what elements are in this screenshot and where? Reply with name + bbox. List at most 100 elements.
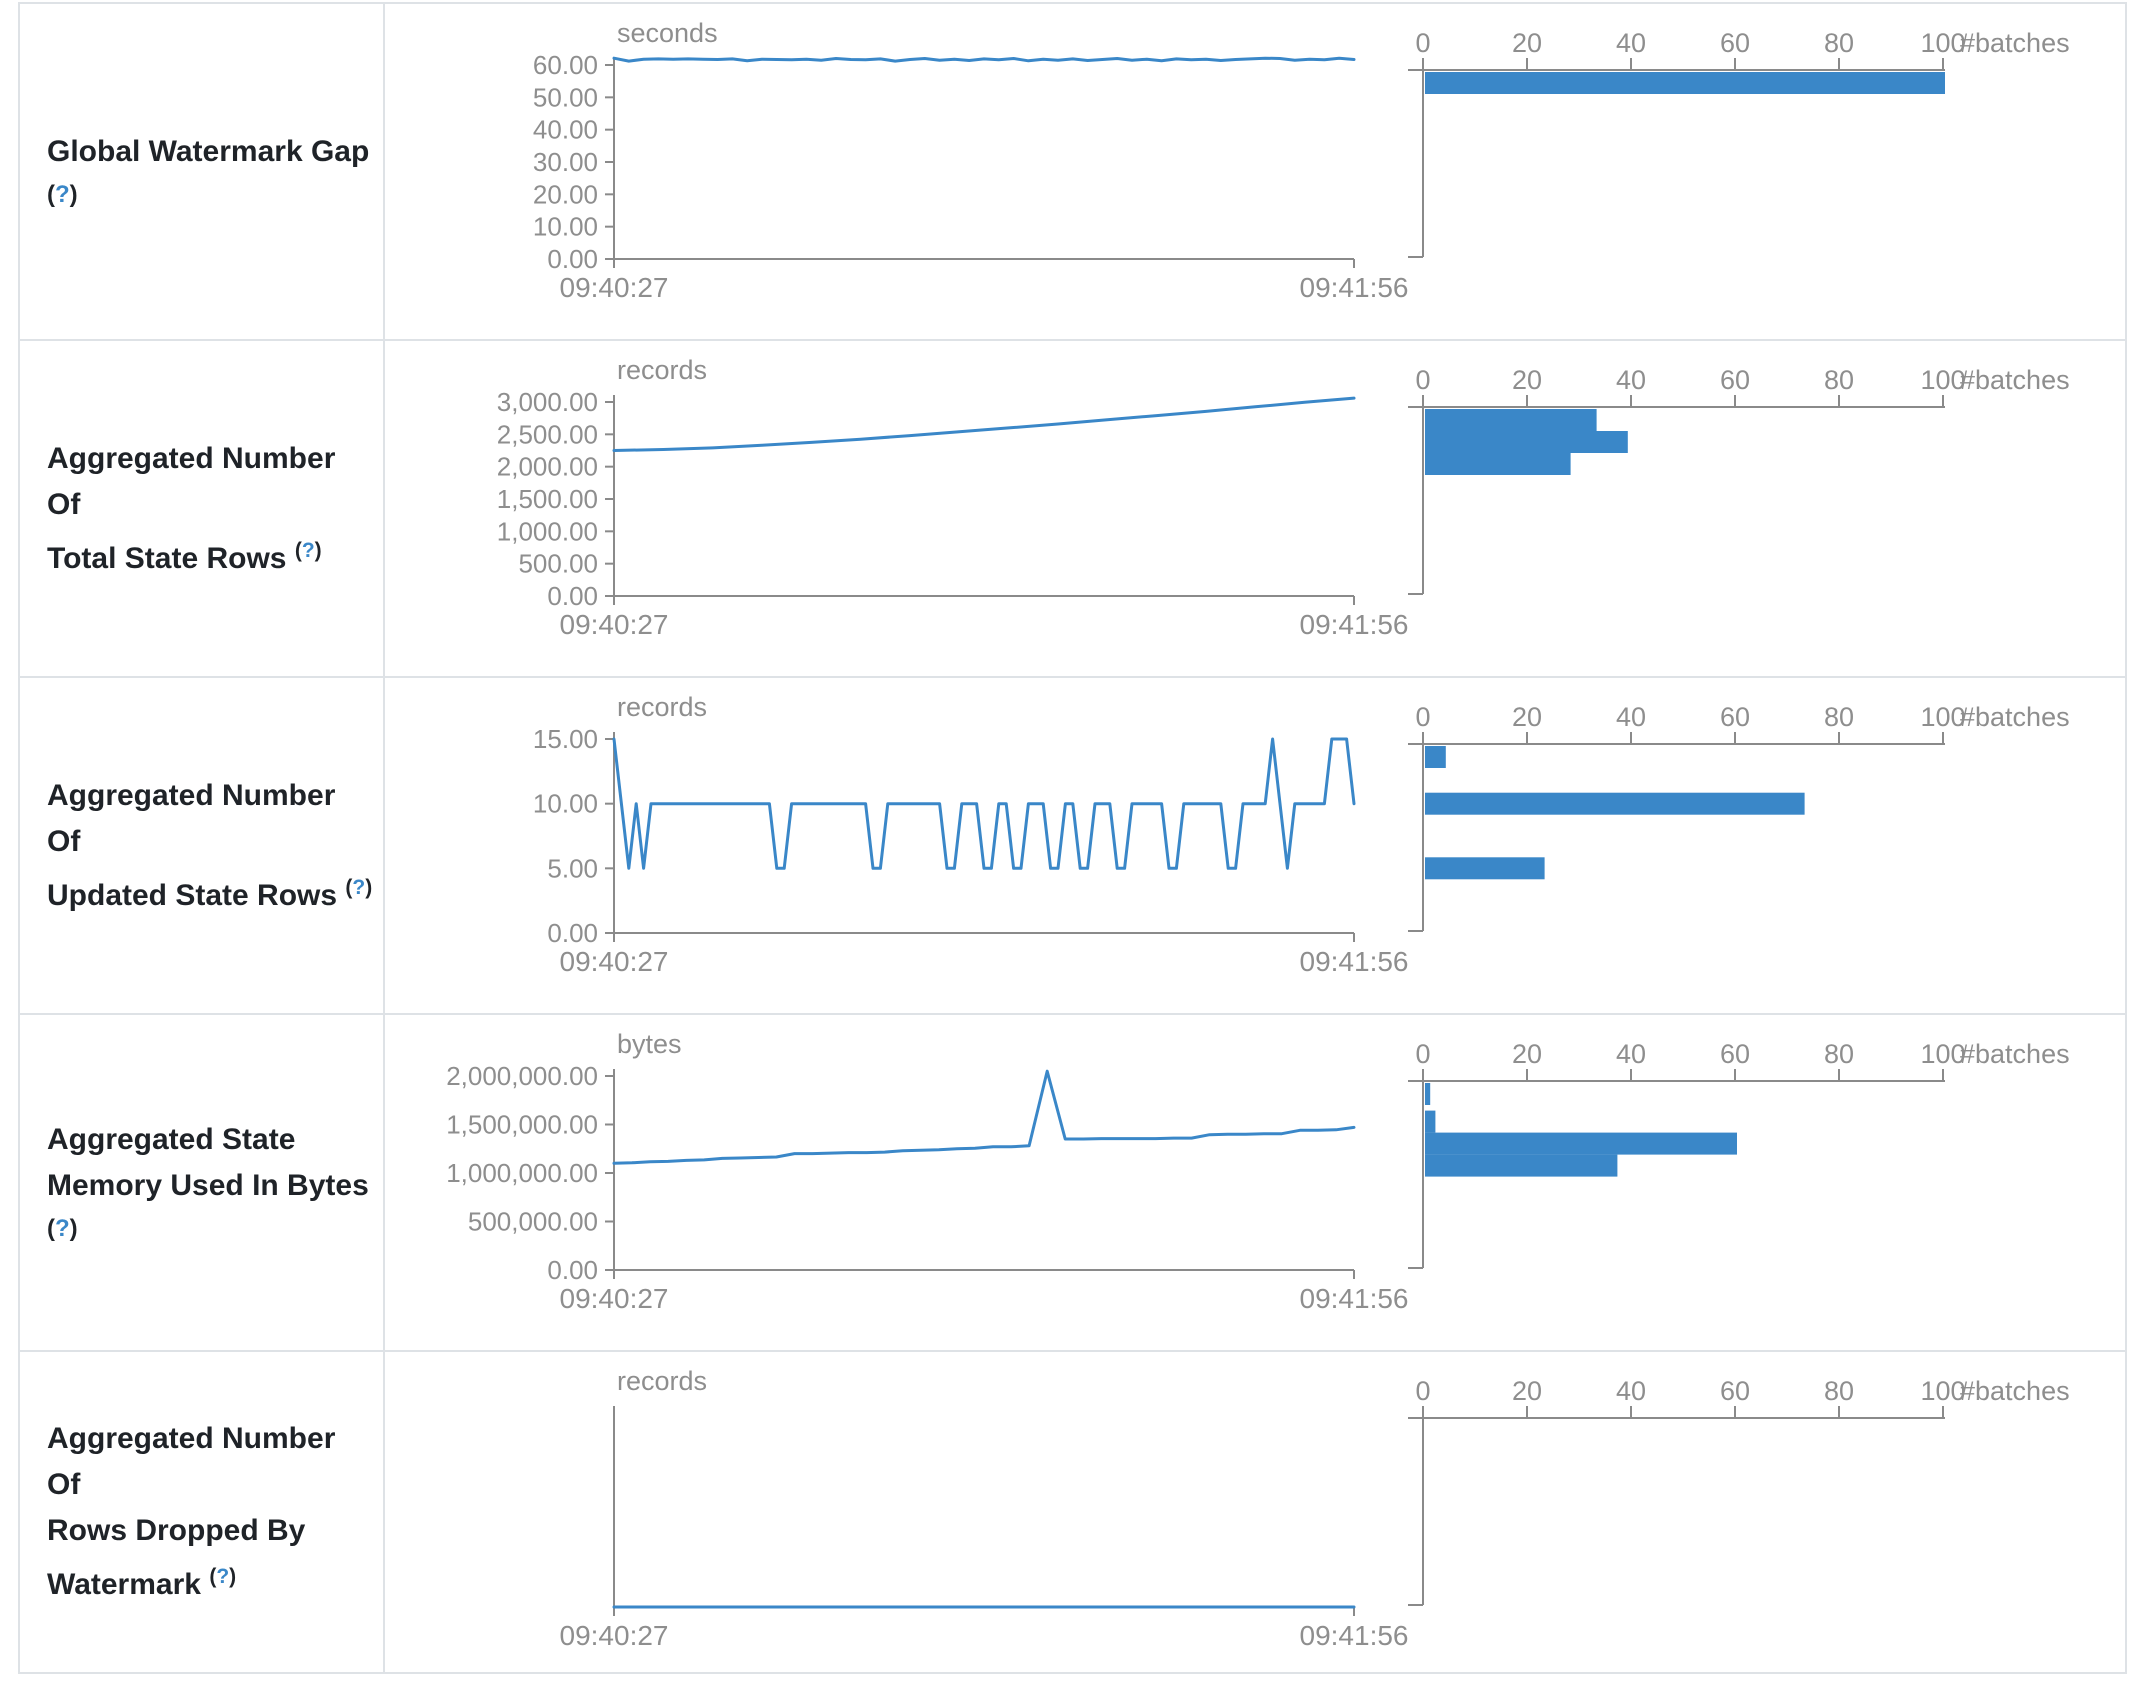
timeline-y-tick-label: 40.00 xyxy=(533,115,598,145)
timeline-x-start-label: 09:40:27 xyxy=(560,946,669,977)
metric-label-line: Aggregated State xyxy=(47,1122,296,1156)
histogram-tick-label: 0 xyxy=(1415,702,1430,732)
histogram-tick-label: 20 xyxy=(1512,28,1542,58)
timeline-y-tick-label: 500.00 xyxy=(518,549,598,579)
histogram-bar xyxy=(1425,1154,1618,1177)
timeline-y-tick-label: 30.00 xyxy=(533,147,598,177)
timeline-y-tick-label: 1,500.00 xyxy=(497,484,598,514)
histogram-tick-label: 40 xyxy=(1616,1376,1646,1406)
timeline-y-tick-label: 1,000.00 xyxy=(497,516,598,546)
histogram-tick-label: 60 xyxy=(1720,1376,1750,1406)
metric-label-line: Memory Used In Bytes xyxy=(47,1168,369,1202)
histogram-tick-label: 100 xyxy=(1920,28,1965,58)
timeline-x-end-label: 09:41:56 xyxy=(1300,1283,1409,1314)
metric-label-line: Aggregated Number Of xyxy=(47,1422,336,1501)
metric-charts: seconds 60.00 50.00 40.00 30.00 20.00 10.00 0.0… xyxy=(385,4,2127,339)
help-link[interactable]: (?) xyxy=(47,180,78,208)
histogram-tick-label: 40 xyxy=(1616,365,1646,395)
timeline-y-tick-label: 2,000.00 xyxy=(497,452,598,482)
timeline-y-tick-label: 0.00 xyxy=(547,581,598,611)
histogram-axis-label: #batches xyxy=(1960,702,2070,732)
timeline-y-tick-label: 10.00 xyxy=(533,212,598,242)
help-link[interactable]: (?) xyxy=(209,1565,237,1588)
help-link[interactable]: (?) xyxy=(294,538,322,562)
metric-label-line: Updated State Rows (?) xyxy=(47,875,373,912)
timeline-x-end-label: 09:41:56 xyxy=(1300,272,1409,303)
histogram-chart: 0 20 40 60 80 100#batches xyxy=(1408,1376,2070,1606)
histogram-chart: 0 20 40 60 80 100#batches xyxy=(1408,1039,2070,1269)
timeline-unit-label: bytes xyxy=(617,1029,682,1059)
timeline-x-end-label: 09:41:56 xyxy=(1300,946,1409,977)
metric-label-line: Rows Dropped By xyxy=(47,1514,306,1547)
histogram-bar xyxy=(1425,431,1628,453)
metric-row: Global Watermark Gap (?) seconds 60.00 50.00… xyxy=(20,4,2125,341)
timeline-y-tick-label: 10.00 xyxy=(533,789,598,819)
timeline-x-end-label: 09:41:56 xyxy=(1300,1620,1409,1651)
charts-svg: records3,000.002,500.002,000.001,500.001… xyxy=(497,355,2070,640)
timeline-y-tick-label: 1,000,000.00 xyxy=(446,1158,598,1188)
histogram-tick-label: 0 xyxy=(1415,365,1430,395)
metric-charts: records 15.00 10.00 5.00 0.00 09:40:27 09:41:5… xyxy=(385,678,2127,1013)
histogram-tick-label: 80 xyxy=(1824,365,1854,395)
metric-label-line: Global Watermark Gap xyxy=(47,134,370,168)
metric-label: Global Watermark Gap (?) xyxy=(20,4,385,339)
timeline-y-tick-label: 2,500.00 xyxy=(497,419,598,449)
histogram-bar xyxy=(1425,1083,1431,1105)
timeline-unit-label: records xyxy=(617,1366,707,1396)
timeline-x-end-label: 09:41:56 xyxy=(1300,609,1409,640)
histogram-tick-label: 80 xyxy=(1824,28,1854,58)
histogram-tick-label: 40 xyxy=(1616,28,1646,58)
metric-label-line: Aggregated Number Of xyxy=(47,441,336,521)
histogram-chart: 0 20 40 60 80 100#batches xyxy=(1408,365,2070,595)
charts-svg: bytes 2,000,000.00 1,500,000.00 1,000,000.0… xyxy=(446,1029,2070,1314)
charts-svg: records 09:40:27 09:41:56 0 20 40 60 80 100#batc… xyxy=(560,1366,2070,1651)
help-link[interactable]: (?) xyxy=(345,875,373,899)
histogram-tick-label: 40 xyxy=(1616,702,1646,732)
histogram-tick-label: 20 xyxy=(1512,1376,1542,1406)
histogram-tick-label: 100 xyxy=(1920,702,1965,732)
timeline-x-start-label: 09:40:27 xyxy=(560,272,669,303)
histogram-tick-label: 60 xyxy=(1720,365,1750,395)
histogram-tick-label: 20 xyxy=(1512,702,1542,732)
timeline-y-tick-label: 60.00 xyxy=(533,50,598,80)
metric-line xyxy=(612,396,1356,452)
metric-line xyxy=(612,1069,1356,1165)
metric-label-line: Aggregated Number Of xyxy=(47,778,336,858)
histogram-bar xyxy=(1425,746,1446,768)
histogram-tick-label: 100 xyxy=(1920,1376,1965,1406)
histogram-tick-label: 80 xyxy=(1824,1039,1854,1069)
timeline-x-start-label: 09:40:27 xyxy=(560,1283,669,1314)
metric-row: Aggregated Number Of Rows Dropped By Water… xyxy=(20,1352,2125,1674)
timeline-y-tick-label: 0.00 xyxy=(547,1255,598,1285)
metric-row: Aggregated Number Of Total State Rows (?)… xyxy=(20,341,2125,678)
metric-label: Aggregated Number Of Rows Dropped By Water… xyxy=(20,1352,385,1672)
histogram-tick-label: 100 xyxy=(1920,1039,1965,1069)
histogram-tick-label: 0 xyxy=(1415,1376,1430,1406)
metric-line xyxy=(612,737,1356,870)
histogram-bar xyxy=(1425,409,1597,431)
timeline-unit-label: seconds xyxy=(617,18,718,48)
histogram-bar xyxy=(1425,72,1945,94)
metric-help-line: (?) xyxy=(47,1209,373,1249)
histogram-tick-label: 20 xyxy=(1512,365,1542,395)
histogram-axis-label: #batches xyxy=(1960,1376,2070,1406)
help-link[interactable]: (?) xyxy=(47,1214,78,1242)
histogram-tick-label: 0 xyxy=(1415,28,1430,58)
metric-label: Aggregated State Memory Used In Bytes (?) xyxy=(20,1015,385,1350)
timeline-unit-label: records xyxy=(617,692,707,722)
histogram-chart: 0 20 40 60 80 100#batches xyxy=(1408,28,2070,258)
timeline-y-tick-label: 20.00 xyxy=(533,179,598,209)
streaming-statistics-table: Global Watermark Gap (?) seconds 60.00 50.00… xyxy=(18,2,2127,1674)
histogram-axis-label: #batches xyxy=(1960,365,2070,395)
histogram-tick-label: 100 xyxy=(1920,365,1965,395)
metric-charts: records 3,000.00 2,500.00 2,000.00 1,500.00 1… xyxy=(385,341,2127,676)
histogram-bar xyxy=(1425,1110,1436,1133)
charts-svg: seconds60.0050.0040.0030.0020.0010.000.0… xyxy=(533,18,2070,303)
timeline-y-tick-label: 2,000,000.00 xyxy=(446,1061,598,1091)
histogram-axis-label: #batches xyxy=(1960,28,2070,58)
timeline-y-tick-label: 15.00 xyxy=(533,724,598,754)
metric-label: Aggregated Number Of Total State Rows (?) xyxy=(20,341,385,676)
metric-row: Aggregated Number Of Updated State Rows (… xyxy=(20,678,2125,1015)
